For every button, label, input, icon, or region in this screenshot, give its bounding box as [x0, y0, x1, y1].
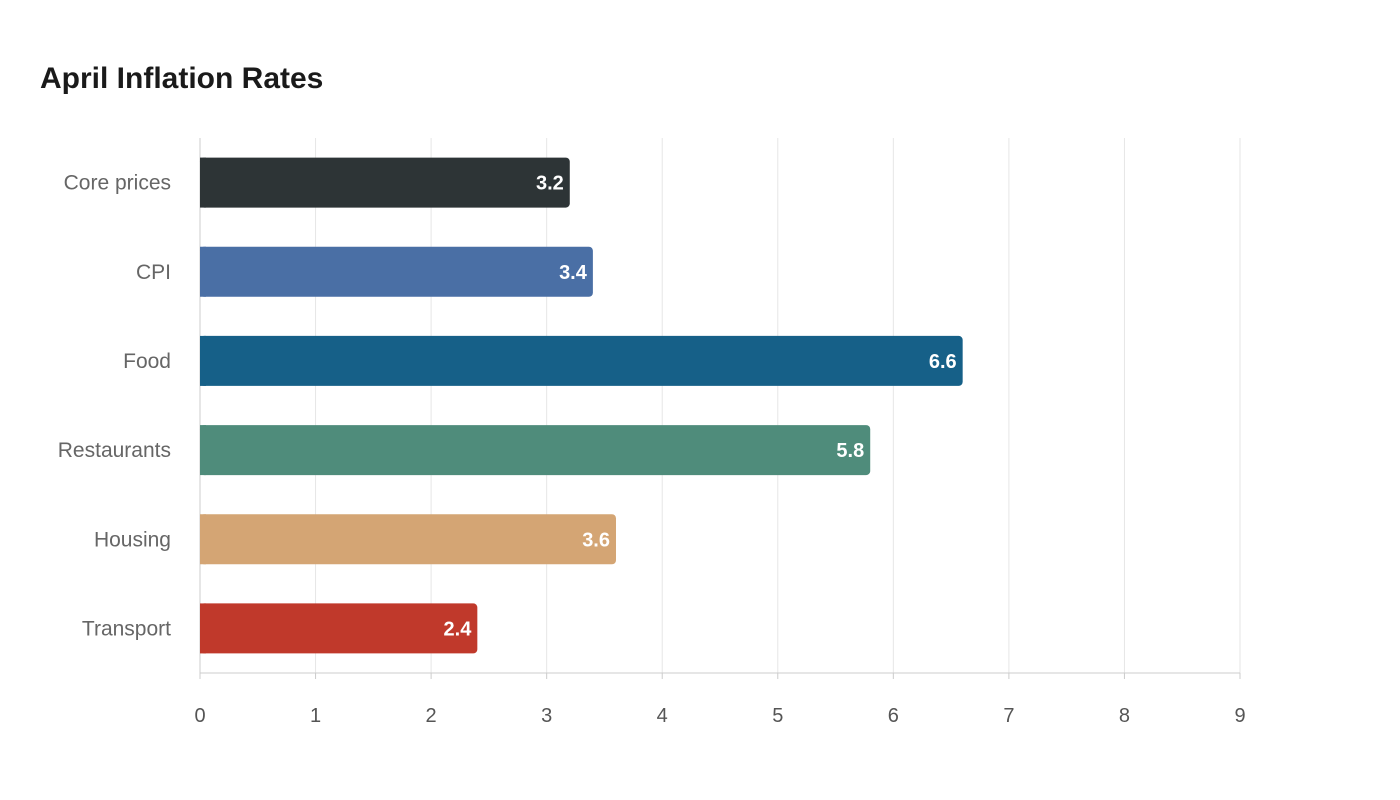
bar-cpi — [200, 246, 593, 297]
bar-food-base — [200, 335, 206, 386]
bar-restaurants — [200, 425, 871, 476]
bar-core-prices-base — [200, 157, 206, 208]
x-tick-label: 2 — [426, 705, 437, 727]
bar-food — [200, 335, 963, 386]
bar-value-label: 3.4 — [559, 262, 588, 284]
x-tick-label: 5 — [772, 705, 783, 727]
x-tick-label: 1 — [310, 705, 321, 727]
bar-value-label: 5.8 — [836, 440, 864, 462]
category-labels: Core prices CPI Food Restaurants Housing Tran… — [58, 172, 171, 641]
chart-title: April Inflation Rates — [40, 62, 324, 95]
category-label: CPI — [136, 261, 171, 284]
x-tick-label: 3 — [541, 705, 552, 727]
bar-value-label: 3.2 — [536, 173, 564, 195]
bar-core-prices — [200, 157, 570, 208]
bar-value-label: 2.4 — [444, 618, 473, 640]
x-tick-labels: 0 1 2 3 4 5 6 7 8 9 — [194, 705, 1245, 727]
bar-housing — [200, 514, 616, 565]
grid-lines — [199, 138, 1241, 673]
x-tick-label: 0 — [194, 705, 205, 727]
category-label: Food — [123, 350, 171, 373]
x-axis — [199, 672, 1241, 679]
bar-transport-base — [200, 603, 206, 654]
x-tick-label: 7 — [1003, 705, 1014, 727]
category-label: Transport — [82, 617, 171, 640]
x-tick-label: 8 — [1119, 705, 1130, 727]
bar-value-label: 6.6 — [929, 351, 957, 373]
bar-value-label: 3.6 — [582, 529, 610, 551]
category-label: Housing — [94, 528, 171, 551]
x-tick-label: 9 — [1234, 705, 1245, 727]
category-label: Core prices — [64, 172, 171, 195]
bar-housing-base — [200, 514, 206, 565]
bar-transport — [200, 603, 478, 654]
bar-cpi-base — [200, 246, 206, 297]
category-label: Restaurants — [58, 439, 171, 462]
x-tick-label: 4 — [657, 705, 668, 727]
bar-restaurants-base — [200, 425, 206, 476]
x-tick-label: 6 — [888, 705, 899, 727]
bars: 3.2 3.4 6.6 5.8 3.6 2.4 — [200, 157, 963, 654]
